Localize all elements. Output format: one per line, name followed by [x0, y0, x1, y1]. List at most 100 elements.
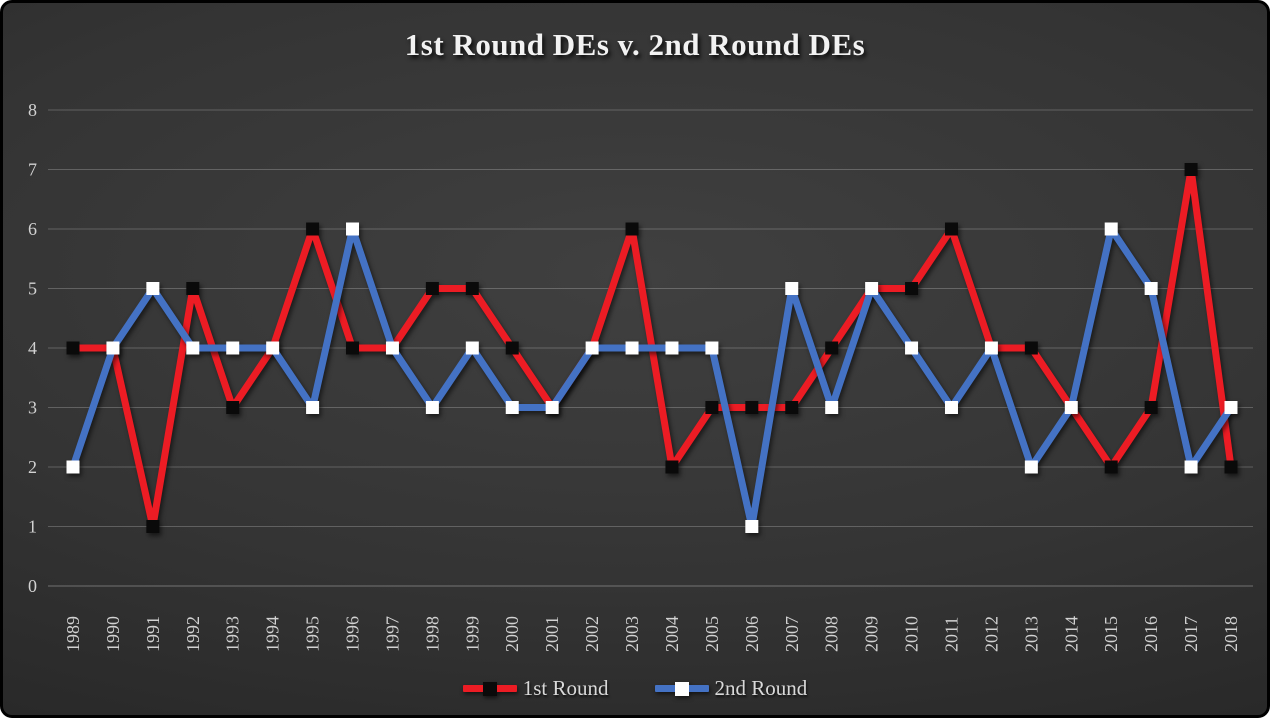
data-point-marker-2nd-round-1993 — [226, 341, 240, 355]
x-tick-label-2000: 2000 — [502, 616, 522, 652]
data-point-marker-1st-round-2015 — [1104, 460, 1118, 474]
x-tick-label-2016: 2016 — [1141, 616, 1161, 652]
gridlines — [48, 109, 1253, 587]
data-point-marker-2nd-round-1995 — [306, 401, 320, 414]
x-tick-label-1998: 1998 — [422, 616, 442, 652]
series-line-2nd-round — [69, 225, 1234, 530]
x-tick-label-2002: 2002 — [582, 616, 602, 652]
x-tick-label-2005: 2005 — [702, 616, 722, 652]
x-tick-label-2015: 2015 — [1101, 616, 1121, 652]
x-tick-label-2006: 2006 — [742, 616, 762, 652]
y-tick-label-3: 3 — [28, 398, 37, 418]
chart-canvas: 0 1 2 3 4 5 6 7 8 1989 1990 1991 1992 1993 1994 1995 199… — [28, 100, 1253, 652]
data-point-marker-2nd-round-2004 — [665, 341, 679, 355]
y-tick-label-1: 1 — [28, 517, 37, 537]
x-tick-label-2007: 2007 — [782, 616, 802, 652]
data-point-marker-2nd-round-2018 — [1224, 401, 1238, 414]
data-point-marker-1st-round-2000 — [505, 341, 519, 355]
data-point-marker-2nd-round-2013 — [1024, 460, 1038, 474]
legend-line-swatch-red — [462, 681, 517, 696]
data-point-marker-1st-round-2006 — [745, 401, 759, 414]
data-point-marker-1st-round-1998 — [425, 282, 439, 295]
data-point-marker-2nd-round-2010 — [905, 341, 919, 355]
data-point-marker-1st-round-1992 — [186, 282, 200, 295]
data-point-marker-1st-round-2011 — [944, 222, 958, 236]
x-tick-label-1991: 1991 — [143, 616, 163, 652]
x-tick-label-2012: 2012 — [981, 616, 1001, 652]
data-point-marker-2nd-round-2011 — [944, 401, 958, 414]
x-tick-label-2010: 2010 — [902, 616, 922, 652]
data-point-marker-2nd-round-2014 — [1064, 401, 1078, 414]
data-point-marker-1st-round-1991 — [146, 520, 160, 533]
x-tick-label-2013: 2013 — [1021, 616, 1041, 652]
data-point-marker-2nd-round-1992 — [186, 341, 200, 355]
x-tick-label-1999: 1999 — [462, 616, 482, 652]
y-tick-label-2: 2 — [28, 457, 37, 477]
y-tick-label-5: 5 — [28, 279, 37, 299]
data-point-marker-2nd-round-2009 — [865, 282, 879, 295]
data-point-marker-2nd-round-2007 — [785, 282, 799, 295]
data-point-marker-1st-round-1999 — [465, 282, 479, 295]
data-point-marker-1st-round-1996 — [346, 341, 360, 355]
y-tick-label-7: 7 — [28, 160, 37, 180]
x-tick-label-1990: 1990 — [103, 616, 123, 652]
y-tick-label-8: 8 — [28, 100, 37, 120]
y-tick-label-4: 4 — [28, 338, 37, 358]
legend-label: 2nd Round — [714, 676, 808, 700]
data-point-marker-1st-round-2013 — [1024, 341, 1038, 355]
data-point-marker-2nd-round-2001 — [545, 401, 559, 414]
legend-white-square-marker-icon — [674, 681, 689, 696]
data-point-marker-2nd-round-2008 — [825, 401, 839, 414]
x-tick-label-1989: 1989 — [63, 616, 83, 652]
y-tick-label-6: 6 — [28, 219, 37, 239]
data-point-marker-1st-round-2017 — [1184, 163, 1198, 176]
x-tick-label-1992: 1992 — [183, 616, 203, 652]
data-point-marker-2nd-round-2017 — [1184, 460, 1198, 474]
x-tick-label-2011: 2011 — [941, 617, 961, 652]
x-tick-label-2014: 2014 — [1061, 616, 1081, 652]
data-point-marker-2nd-round-2002 — [585, 341, 599, 355]
data-point-marker-2nd-round-2000 — [505, 401, 519, 414]
data-point-marker-1st-round-1989 — [66, 341, 80, 355]
data-point-marker-2nd-round-2006 — [745, 520, 759, 533]
x-tick-label-1996: 1996 — [343, 616, 363, 652]
x-tick-label-1993: 1993 — [223, 616, 243, 652]
x-tick-label-2008: 2008 — [822, 616, 842, 652]
legend-black-square-marker-icon — [482, 681, 497, 696]
legend-line-swatch-blue — [654, 681, 709, 696]
x-tick-label-2001: 2001 — [542, 616, 562, 652]
chart-legend: 1st Round 2nd Round — [3, 676, 1267, 701]
y-axis-tick-labels: 0 1 2 3 4 5 6 7 8 — [28, 100, 37, 596]
x-tick-label-1994: 1994 — [263, 616, 283, 652]
data-point-marker-1st-round-2003 — [625, 222, 639, 236]
x-tick-label-1997: 1997 — [382, 616, 402, 652]
data-point-marker-2nd-round-2016 — [1144, 282, 1158, 295]
data-point-marker-2nd-round-2015 — [1104, 222, 1118, 236]
data-point-marker-1st-round-2004 — [665, 460, 679, 474]
x-tick-label-2009: 2009 — [862, 616, 882, 652]
data-point-marker-2nd-round-2003 — [625, 341, 639, 355]
data-point-marker-2nd-round-1990 — [106, 341, 120, 355]
x-tick-label-1995: 1995 — [303, 616, 323, 652]
y-tick-label-0: 0 — [28, 576, 37, 596]
x-axis-category-labels: 1989 1990 1991 1992 1993 1994 1995 1996 1997 1998… — [63, 616, 1241, 652]
data-point-marker-1st-round-2010 — [905, 282, 919, 295]
x-tick-label-2018: 2018 — [1221, 616, 1241, 652]
series-2nd-round — [66, 222, 1238, 533]
legend-label: 1st Round — [522, 676, 609, 700]
data-point-marker-1st-round-2005 — [705, 401, 719, 414]
data-point-marker-1st-round-2016 — [1144, 401, 1158, 414]
x-tick-label-2004: 2004 — [662, 616, 682, 652]
data-point-marker-1st-round-2007 — [785, 401, 799, 414]
data-point-marker-2nd-round-2012 — [984, 341, 998, 355]
data-point-marker-2nd-round-1994 — [266, 341, 280, 355]
data-point-marker-1st-round-2018 — [1224, 460, 1238, 474]
chart-title: 1st Round DEs v. 2nd Round DEs — [404, 27, 866, 62]
x-tick-label-2017: 2017 — [1181, 616, 1201, 652]
data-point-marker-2nd-round-1999 — [465, 341, 479, 355]
x-tick-label-2003: 2003 — [622, 616, 642, 652]
data-point-marker-2nd-round-1998 — [425, 401, 439, 414]
legend-item-1st-round: 1st Round — [462, 676, 609, 701]
data-point-marker-1st-round-1995 — [306, 222, 320, 236]
